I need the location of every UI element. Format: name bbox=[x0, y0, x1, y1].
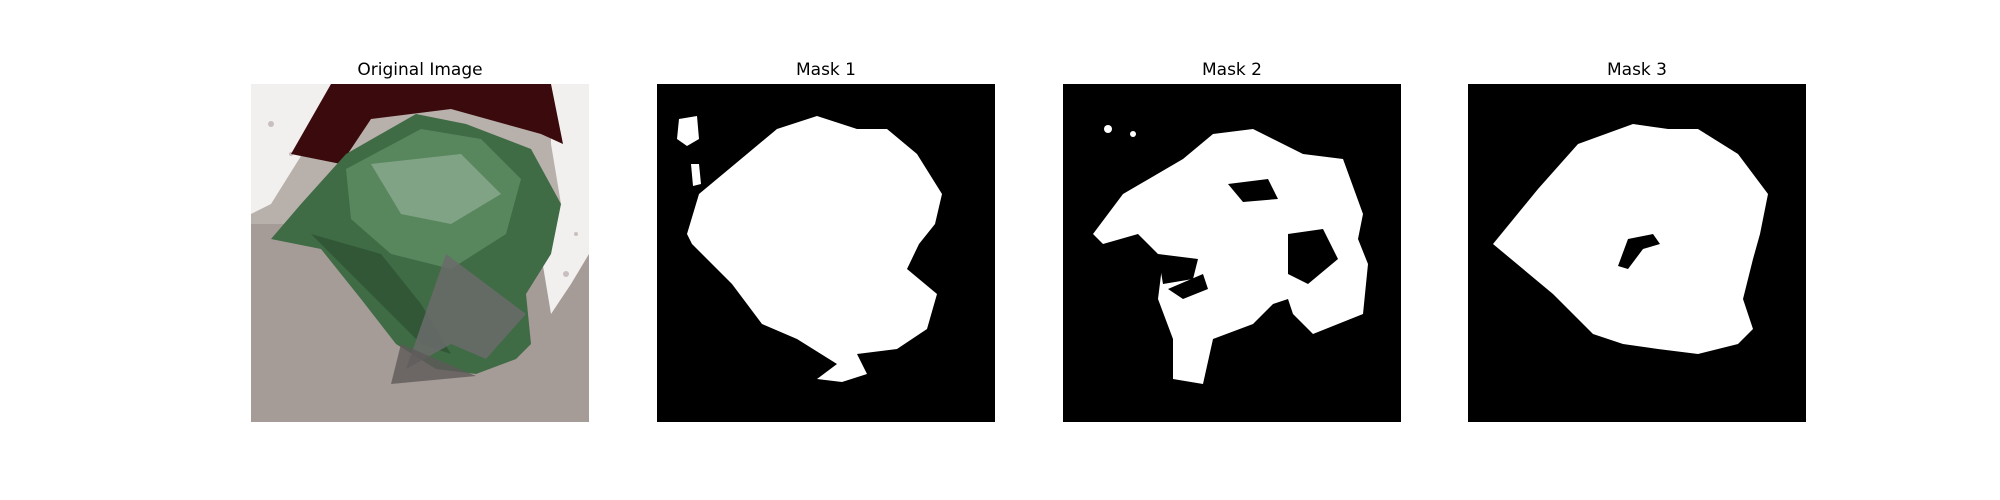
panel-title: Mask 3 bbox=[1606, 60, 1667, 80]
panel-title: Mask 1 bbox=[795, 60, 856, 80]
original-leaf-image bbox=[251, 84, 589, 422]
panel-mask-3: Mask 3 bbox=[1468, 58, 1806, 422]
panel-original-image: Original Image bbox=[251, 58, 589, 422]
panel-mask-2: Mask 2 bbox=[1063, 58, 1401, 422]
panel-mask-1: Mask 1 bbox=[657, 58, 995, 422]
mask-1-image bbox=[657, 84, 995, 422]
mask-3-image bbox=[1468, 84, 1806, 422]
panel-title: Mask 2 bbox=[1201, 60, 1262, 80]
mask-2-image bbox=[1063, 84, 1401, 422]
panel-title: Original Image bbox=[357, 60, 483, 80]
